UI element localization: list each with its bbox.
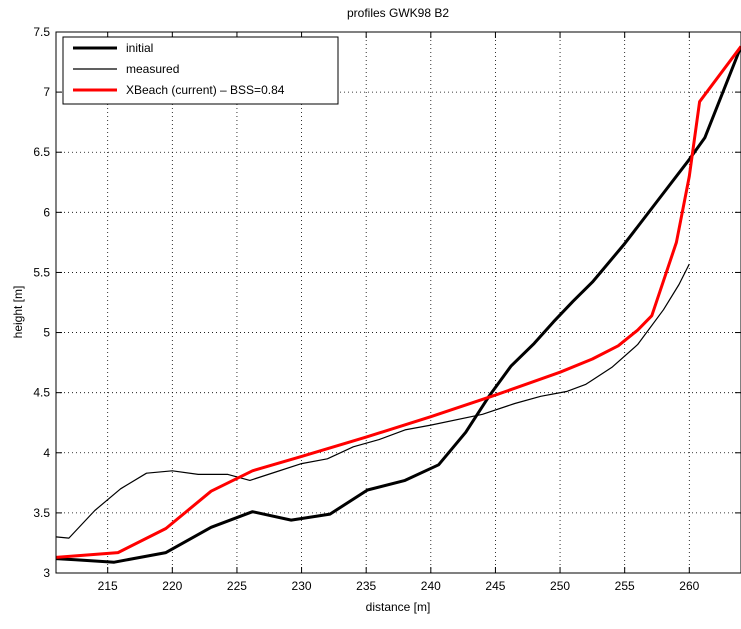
x-tick-label: 250 (550, 579, 570, 593)
initial-profile-line (55, 45, 741, 564)
x-tick-label: 235 (356, 579, 376, 593)
y-tick-label: 4 (43, 446, 50, 460)
measured-profile-line (55, 263, 690, 539)
legend: initial measured XBeach (current) – BSS=… (62, 36, 339, 105)
x-tick-label: 230 (292, 579, 312, 593)
xbeach-profile-line (55, 45, 741, 559)
x-tick-label: 255 (615, 579, 635, 593)
y-tick-label: 3.5 (33, 506, 50, 520)
x-tick-label: 240 (421, 579, 441, 593)
tick-label-layer: 215 220 225 230 235 240 245 250 255 260 3 3.5 4 4.5 5 5… (33, 25, 699, 593)
y-tick-label: 7 (43, 85, 50, 99)
y-tick-label: 3 (43, 566, 50, 580)
x-tick-label: 225 (227, 579, 247, 593)
y-tick-label: 5 (43, 326, 50, 340)
y-tick-label: 5.5 (33, 265, 50, 279)
y-tick-label: 6.5 (33, 145, 50, 159)
x-tick-label: 245 (485, 579, 505, 593)
y-tick-label: 4.5 (33, 386, 50, 400)
legend-label-measured: measured (126, 62, 179, 76)
x-tick-label: 220 (162, 579, 182, 593)
y-axis-label: height [m] (11, 286, 25, 339)
legend-label-initial: initial (126, 41, 153, 55)
tick-layer (56, 31, 741, 574)
x-tick-label: 260 (679, 579, 699, 593)
axes-frame (55, 31, 741, 574)
legend-label-xbeach: XBeach (current) – BSS=0.84 (126, 83, 285, 97)
x-axis-label: distance [m] (366, 600, 431, 614)
chart-title: profiles GWK98 B2 (347, 6, 449, 20)
y-tick-label: 6 (43, 205, 50, 219)
x-tick-label: 215 (98, 579, 118, 593)
series-layer (55, 45, 741, 564)
y-tick-label: 7.5 (33, 25, 50, 39)
